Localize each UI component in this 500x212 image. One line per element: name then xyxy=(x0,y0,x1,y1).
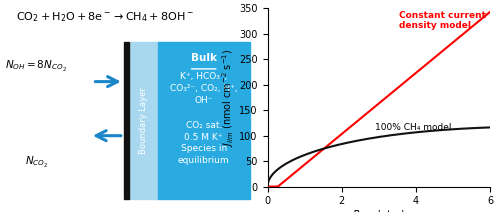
Text: Bulk: Bulk xyxy=(191,53,217,63)
Text: $N_{OH} = 8N_{CO_2}$: $N_{OH} = 8N_{CO_2}$ xyxy=(5,59,67,74)
Bar xyxy=(124,42,129,199)
Bar xyxy=(158,42,250,199)
Text: Boundary Layer: Boundary Layer xyxy=(138,87,147,154)
Text: 100% CH₄ model: 100% CH₄ model xyxy=(375,123,452,132)
Text: Constant current
density model: Constant current density model xyxy=(399,11,486,31)
Text: $\rm CO_2 + H_2O + 8e^- \rightarrow CH_4 + 8OH^-$: $\rm CO_2 + H_2O + 8e^- \rightarrow CH_4… xyxy=(16,11,194,24)
Y-axis label: $\it{J}_{lim}$ (nmol cm$^{-2}$ s$^{-1}$): $\it{J}_{lim}$ (nmol cm$^{-2}$ s$^{-1}$) xyxy=(220,48,236,147)
Text: K⁺, HCO₃⁻,
CO₃²⁻, CO₂, H⁺,
OH⁻: K⁺, HCO₃⁻, CO₃²⁻, CO₂, H⁺, OH⁻ xyxy=(170,72,237,105)
Bar xyxy=(129,42,158,199)
Text: $N_{CO_2}$: $N_{CO_2}$ xyxy=(25,155,48,170)
Text: CO₂ sat.
0.5 M K⁺
Species in
equilibrium: CO₂ sat. 0.5 M K⁺ Species in equilibrium xyxy=(178,121,230,165)
X-axis label: $\it{P}_{CO_2}$ (atm): $\it{P}_{CO_2}$ (atm) xyxy=(352,209,406,212)
